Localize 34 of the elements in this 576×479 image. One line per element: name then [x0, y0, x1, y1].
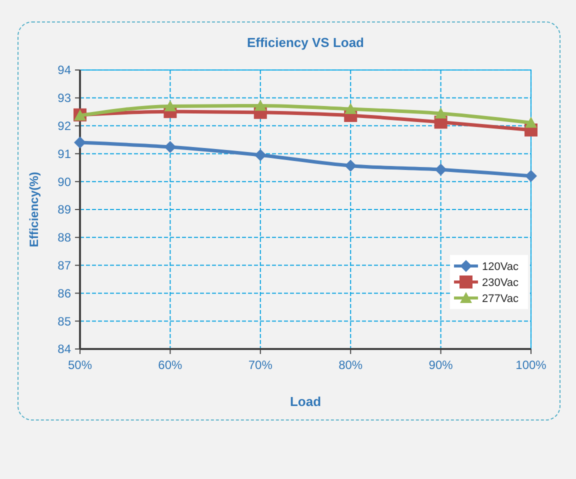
y-tick-label: 94 — [58, 63, 72, 78]
y-tick-label: 84 — [58, 342, 72, 356]
point — [254, 100, 266, 111]
point — [344, 160, 357, 172]
point — [525, 170, 537, 182]
y-tick-label: 93 — [58, 91, 72, 106]
chart-title: Efficiency VS Load — [246, 35, 364, 50]
legend-label: 277Vac — [482, 292, 519, 305]
legend-label: 230Vac — [482, 276, 519, 289]
x-tick-label: 50% — [68, 358, 92, 372]
x-tick-label: 90% — [428, 358, 454, 372]
point — [74, 136, 86, 149]
point — [434, 108, 447, 119]
x-axis-title: Load — [290, 394, 322, 409]
x-tick-label: 100% — [516, 358, 547, 372]
y-tick-label: 92 — [58, 119, 72, 133]
point — [525, 116, 537, 128]
legend-label: 120Vac — [482, 260, 519, 273]
point — [434, 164, 447, 176]
point — [254, 149, 266, 162]
point — [164, 100, 176, 112]
point — [164, 141, 176, 154]
x-tick-label: 80% — [338, 358, 363, 372]
x-tick-label: 60% — [158, 358, 183, 372]
x-tick-label: 70% — [248, 358, 273, 372]
point — [344, 103, 357, 114]
y-tick-label: 87 — [58, 258, 72, 272]
y-tick-label: 90 — [58, 174, 72, 189]
y-tick-label: 85 — [58, 314, 72, 328]
y-tick-label: 89 — [58, 202, 72, 217]
y-tick-label: 86 — [58, 286, 72, 300]
y-axis-title: Efficiency(%) — [27, 172, 41, 248]
y-tick-label: 91 — [58, 146, 72, 161]
y-tick-label: 88 — [58, 230, 72, 245]
